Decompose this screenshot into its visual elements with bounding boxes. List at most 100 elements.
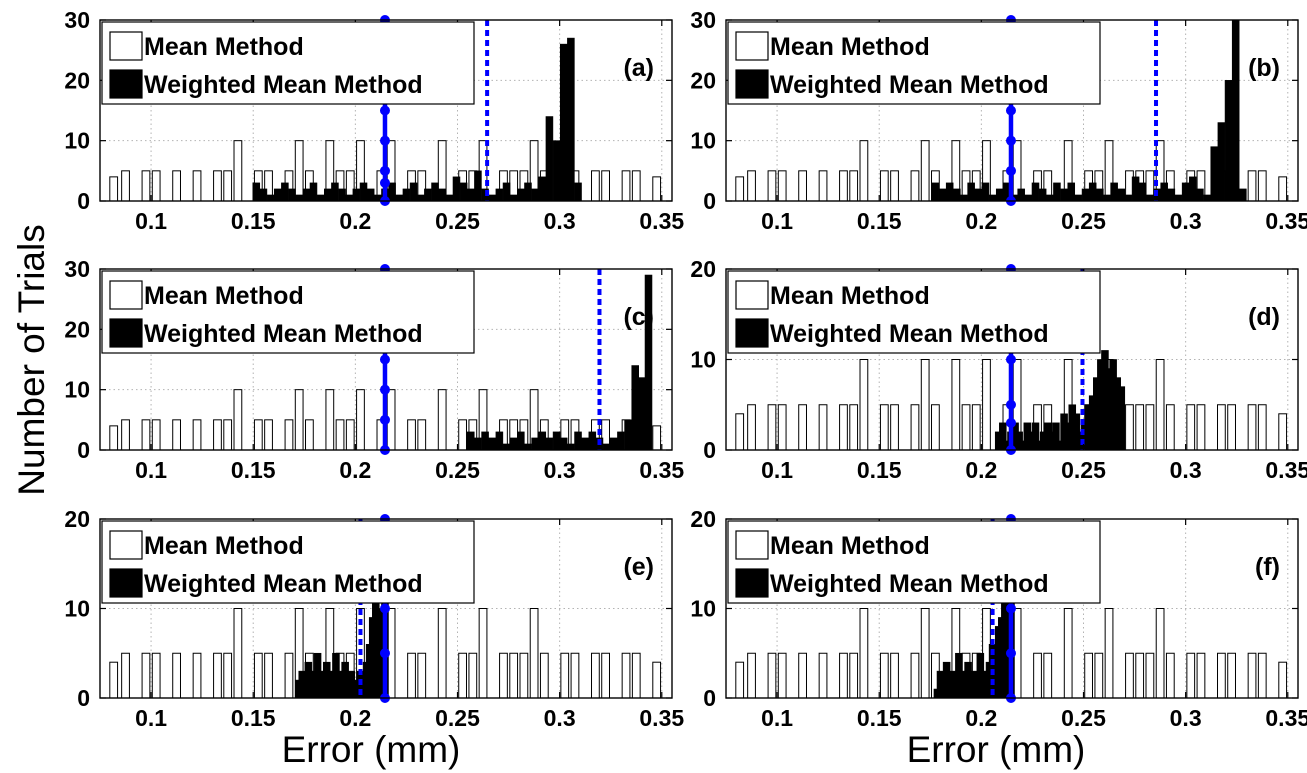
mean-method-bar (468, 652, 478, 699)
mean-method-bar (1135, 652, 1145, 699)
weighted-mean-bar (481, 431, 489, 451)
weighted-mean-bar (531, 437, 539, 451)
mean-method-bar (223, 652, 233, 699)
mean-method-bar (1257, 652, 1267, 699)
mean-method-bar (223, 419, 233, 451)
y-tick-label: 30 (690, 7, 716, 33)
mean-method-bar (777, 652, 787, 699)
mean-method-bar (1257, 404, 1267, 451)
reference-marker-dot (379, 105, 390, 116)
weighted-mean-bar (1117, 386, 1126, 451)
mean-method-bar (920, 608, 930, 699)
weighted-mean-bar (644, 274, 653, 451)
mean-method-bar (417, 652, 427, 699)
legend-box (727, 21, 1101, 105)
weighted-mean-bar (1224, 80, 1233, 202)
mean-method-bar (1165, 652, 1175, 699)
x-tick-label: 0.3 (1170, 208, 1202, 234)
mean-method-bar (1084, 652, 1093, 699)
weighted-mean-bar (1031, 182, 1040, 202)
mean-method-bar (1227, 404, 1236, 451)
weighted-mean-bar (1203, 194, 1211, 202)
mean-method-bar (920, 359, 930, 451)
weighted-mean-bar (574, 431, 582, 451)
weighted-mean-bar (431, 182, 439, 202)
weighted-mean-bar (945, 182, 954, 202)
panel-label: (b) (1248, 54, 1280, 82)
legend: Mean Method Weighted Mean Method (101, 21, 475, 105)
mean-method-bar (233, 140, 243, 202)
legend-swatch-mean (735, 280, 769, 310)
weighted-mean-bar (288, 188, 296, 202)
legend-box (727, 520, 1101, 604)
mean-method-bar (767, 170, 777, 202)
legend-label-weighted: Weighted Mean Method (144, 320, 423, 348)
legend: Mean Method Weighted Mean Method (101, 270, 475, 354)
mean-method-bar (1145, 652, 1155, 699)
weighted-mean-bar (467, 431, 475, 451)
mean-method-bar (529, 608, 539, 699)
legend-swatch-mean (109, 31, 143, 61)
mean-method-bar (570, 652, 580, 699)
weighted-mean-bar (331, 182, 339, 202)
weighted-mean-bar (517, 431, 525, 451)
mean-method-bar (356, 389, 365, 451)
reference-marker-dot (379, 384, 390, 395)
mean-method-bar (652, 425, 662, 451)
histogram-panel-b: 0.1 0.15 0.2 0.25 0.3 0.35 0 10 20 30 (b) Mean Meth… (690, 7, 1307, 234)
mean-method-bar (121, 652, 130, 699)
weighted-mean-bar (252, 182, 261, 202)
weighted-mean-bar (1167, 188, 1176, 202)
reference-marker-dot (379, 165, 390, 176)
weighted-mean-bar (567, 37, 575, 202)
reference-marker-dot (379, 414, 390, 425)
mean-method-bar (1278, 176, 1288, 202)
mean-method-bar (407, 652, 416, 699)
mean-method-bar (798, 404, 807, 451)
x-tick-label: 0.35 (1265, 208, 1307, 234)
x-tick-label: 0.1 (135, 457, 167, 483)
x-tick-label: 0.2 (339, 705, 371, 731)
mean-method-bar (982, 359, 991, 451)
x-tick-label: 0.15 (857, 457, 902, 483)
weighted-mean-bar (552, 140, 561, 202)
mean-method-bar (1186, 404, 1196, 451)
mean-method-bar (777, 404, 787, 451)
mean-method-bar (213, 170, 222, 202)
weighted-mean-bar (531, 188, 539, 202)
weighted-mean-bar (974, 188, 983, 202)
weighted-mean-bar (424, 188, 432, 202)
x-tick-label: 0.3 (544, 705, 576, 731)
mean-method-bar (1196, 652, 1206, 699)
weighted-mean-bar (538, 176, 547, 202)
weighted-mean-bar (1217, 122, 1226, 202)
legend-swatch-weighted (109, 69, 143, 99)
weighted-mean-bar (1074, 194, 1083, 202)
mean-method-bar (591, 170, 600, 202)
mean-method-bar (1043, 652, 1053, 699)
weighted-mean-bar (588, 431, 597, 451)
weighted-mean-bar (388, 182, 396, 202)
legend-label-weighted: Weighted Mean Method (770, 320, 1049, 348)
mean-method-bar (335, 419, 345, 451)
mean-method-bar (151, 652, 161, 699)
mean-method-bar (621, 170, 631, 202)
legend-swatch-mean (109, 280, 143, 310)
x-tick-label: 0.2 (339, 457, 371, 483)
weighted-mean-bar (467, 188, 475, 202)
weighted-mean-bar (567, 443, 575, 451)
mean-method-bar (798, 652, 807, 699)
mean-method-bar (652, 661, 662, 699)
weighted-mean-bar (1053, 182, 1061, 202)
weighted-mean-bar (1038, 188, 1047, 202)
x-tick-label: 0.3 (544, 208, 576, 234)
y-tick-label: 10 (64, 128, 90, 154)
plot-frame (99, 268, 673, 451)
mean-method-bar (601, 170, 610, 202)
mean-method-bar (172, 419, 181, 451)
mean-method-bar (172, 652, 181, 699)
histogram-panel-e: 0.1 0.15 0.2 0.25 0.3 0.35 0 10 20 (e) Mean Method… (64, 506, 684, 731)
weighted-mean-bar (1146, 194, 1154, 202)
mean-method-bar (223, 170, 233, 202)
legend-swatch-weighted (109, 318, 143, 348)
